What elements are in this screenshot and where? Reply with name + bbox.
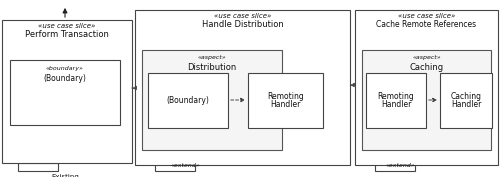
Text: Caching: Caching bbox=[410, 63, 444, 72]
Text: Caching: Caching bbox=[450, 92, 482, 101]
Bar bbox=[148, 73, 228, 128]
Bar bbox=[366, 73, 426, 128]
Bar bbox=[142, 50, 282, 150]
Text: (Boundary): (Boundary) bbox=[44, 74, 86, 83]
Text: Perform Transaction: Perform Transaction bbox=[25, 30, 109, 39]
Text: Handle Distribution: Handle Distribution bbox=[202, 20, 283, 29]
Text: Handler: Handler bbox=[451, 100, 481, 109]
Text: «boundary»: «boundary» bbox=[46, 66, 84, 71]
Text: Handler: Handler bbox=[381, 100, 411, 109]
Text: «aspect»: «aspect» bbox=[198, 55, 226, 60]
Text: (Boundary): (Boundary) bbox=[166, 96, 210, 105]
Text: Existing
(Boundary): Existing (Boundary) bbox=[46, 174, 84, 177]
Text: Remoting: Remoting bbox=[378, 92, 414, 101]
Text: «aspect»: «aspect» bbox=[412, 55, 441, 60]
Bar bbox=[10, 60, 120, 125]
Bar bbox=[440, 73, 492, 128]
Text: Distribution: Distribution bbox=[188, 63, 236, 72]
Text: Cache Remote References: Cache Remote References bbox=[376, 20, 476, 29]
Text: Handler: Handler bbox=[270, 100, 300, 109]
Text: «use case slice»: «use case slice» bbox=[38, 23, 96, 29]
Bar bbox=[355, 10, 498, 165]
Bar bbox=[248, 73, 323, 128]
Text: «use case slice»: «use case slice» bbox=[398, 13, 455, 19]
Text: «extend»: «extend» bbox=[385, 163, 415, 168]
Text: «use case slice»: «use case slice» bbox=[214, 13, 271, 19]
Bar bbox=[2, 20, 132, 163]
Bar bbox=[135, 10, 350, 165]
Bar bbox=[362, 50, 491, 150]
Bar bbox=[155, 163, 195, 171]
Text: Remoting: Remoting bbox=[267, 92, 304, 101]
Text: «extend»: «extend» bbox=[170, 163, 200, 168]
Bar bbox=[18, 163, 58, 171]
Bar bbox=[375, 163, 415, 171]
